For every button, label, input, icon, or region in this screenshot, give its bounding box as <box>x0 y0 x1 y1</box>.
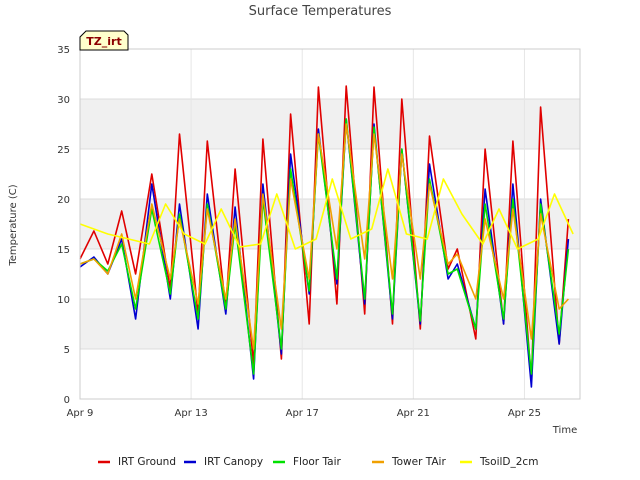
y-tick-label: 0 <box>64 395 70 406</box>
y-tick-label: 35 <box>57 45 70 56</box>
y-tick-label: 10 <box>57 295 70 306</box>
x-axis-label: Time <box>552 425 577 436</box>
y-tick-label: 25 <box>57 145 70 156</box>
x-tick-label: Apr 9 <box>67 408 94 419</box>
x-tick-label: Apr 13 <box>175 408 208 419</box>
plot-band <box>80 299 580 349</box>
y-tick-label: 5 <box>64 345 70 356</box>
x-tick-label: Apr 25 <box>508 408 541 419</box>
legend-label: IRT Ground <box>118 456 176 468</box>
legend-label: IRT Canopy <box>204 456 263 468</box>
y-tick-label: 30 <box>57 95 70 106</box>
site-tag-box <box>79 30 129 51</box>
chart-title: Surface Temperatures <box>249 4 392 19</box>
y-tick-label: 15 <box>57 245 70 256</box>
site-tag-label: TZ_irt <box>86 35 121 48</box>
series-layer <box>79 85 574 388</box>
legend-label: Tower TAir <box>391 456 446 468</box>
legend: IRT Ground IRT Canopy Floor Tair Tower TAir… <box>98 456 538 468</box>
axes: 0 5 10 15 20 25 30 35 Apr 9 Apr 13 Apr 17 Apr 21 Apr… <box>57 45 581 419</box>
y-axis-label: Temperature (C) <box>8 184 19 266</box>
plot-frame <box>79 48 581 400</box>
series-line <box>79 168 574 250</box>
series-line <box>79 118 570 375</box>
legend-label: TsoilD_2cm <box>479 456 538 468</box>
plot-background <box>80 49 580 399</box>
plot-band <box>80 99 580 149</box>
site-tag: TZ_irt <box>79 30 129 51</box>
legend-label: Floor Tair <box>293 456 341 468</box>
x-tick-label: Apr 17 <box>286 408 319 419</box>
x-tick-label: Apr 21 <box>397 408 430 419</box>
y-tick-label: 20 <box>57 195 70 206</box>
